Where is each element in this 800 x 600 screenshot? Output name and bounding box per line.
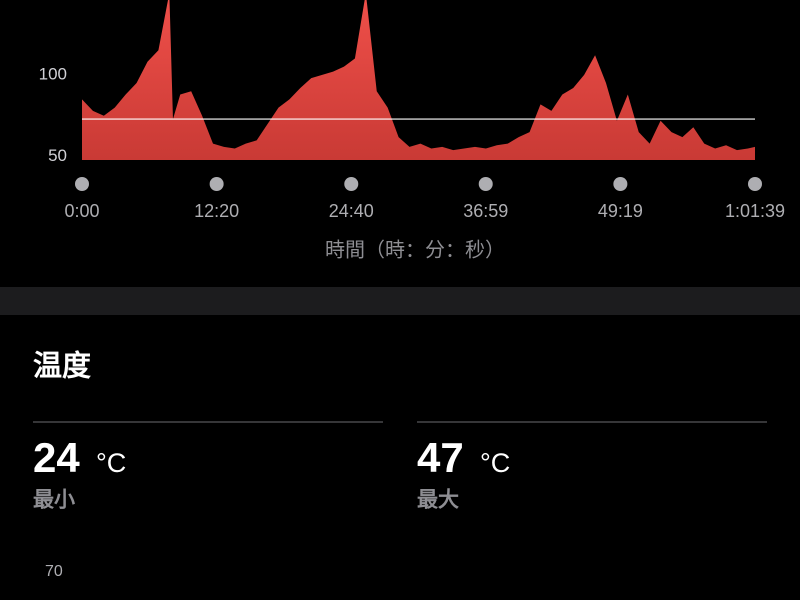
max-label: 最大 — [417, 489, 459, 512]
min-label: 最小 — [33, 489, 75, 512]
heart-rate-area — [82, 0, 755, 160]
x-tick-dot — [75, 177, 89, 191]
x-tick-label: 36:59 — [463, 201, 508, 221]
x-tick-dot — [209, 177, 224, 191]
x-tick-label: 0:00 — [64, 201, 99, 221]
x-tick-dot — [748, 177, 762, 191]
x-tick-label: 1:01:39 — [725, 201, 785, 221]
min-unit: °C — [96, 448, 126, 478]
y-tick-label: 150 — [39, 0, 67, 1]
x-tick-label: 24:40 — [329, 201, 374, 221]
x-axis-title: 時間（時：分：秒） — [325, 238, 505, 261]
x-tick-dot — [613, 177, 628, 191]
section-title: 温度 — [33, 350, 91, 383]
heart-rate-chart: 50 100 150 0:00 12:20 24:40 36:59 49:19 1:01:39 — [39, 0, 785, 221]
section-divider — [0, 287, 800, 315]
max-value: 47 — [417, 434, 464, 481]
x-tick-dot — [344, 177, 359, 191]
y-tick-label: 100 — [39, 64, 67, 83]
x-tick-label: 49:19 — [598, 201, 643, 221]
min-value: 24 — [33, 434, 80, 481]
x-tick-label: 12:20 — [194, 201, 239, 221]
y-tick-label: 50 — [48, 146, 67, 165]
max-unit: °C — [480, 448, 510, 478]
x-tick-dot — [478, 177, 493, 191]
y-tick-label: 70 — [45, 563, 63, 580]
